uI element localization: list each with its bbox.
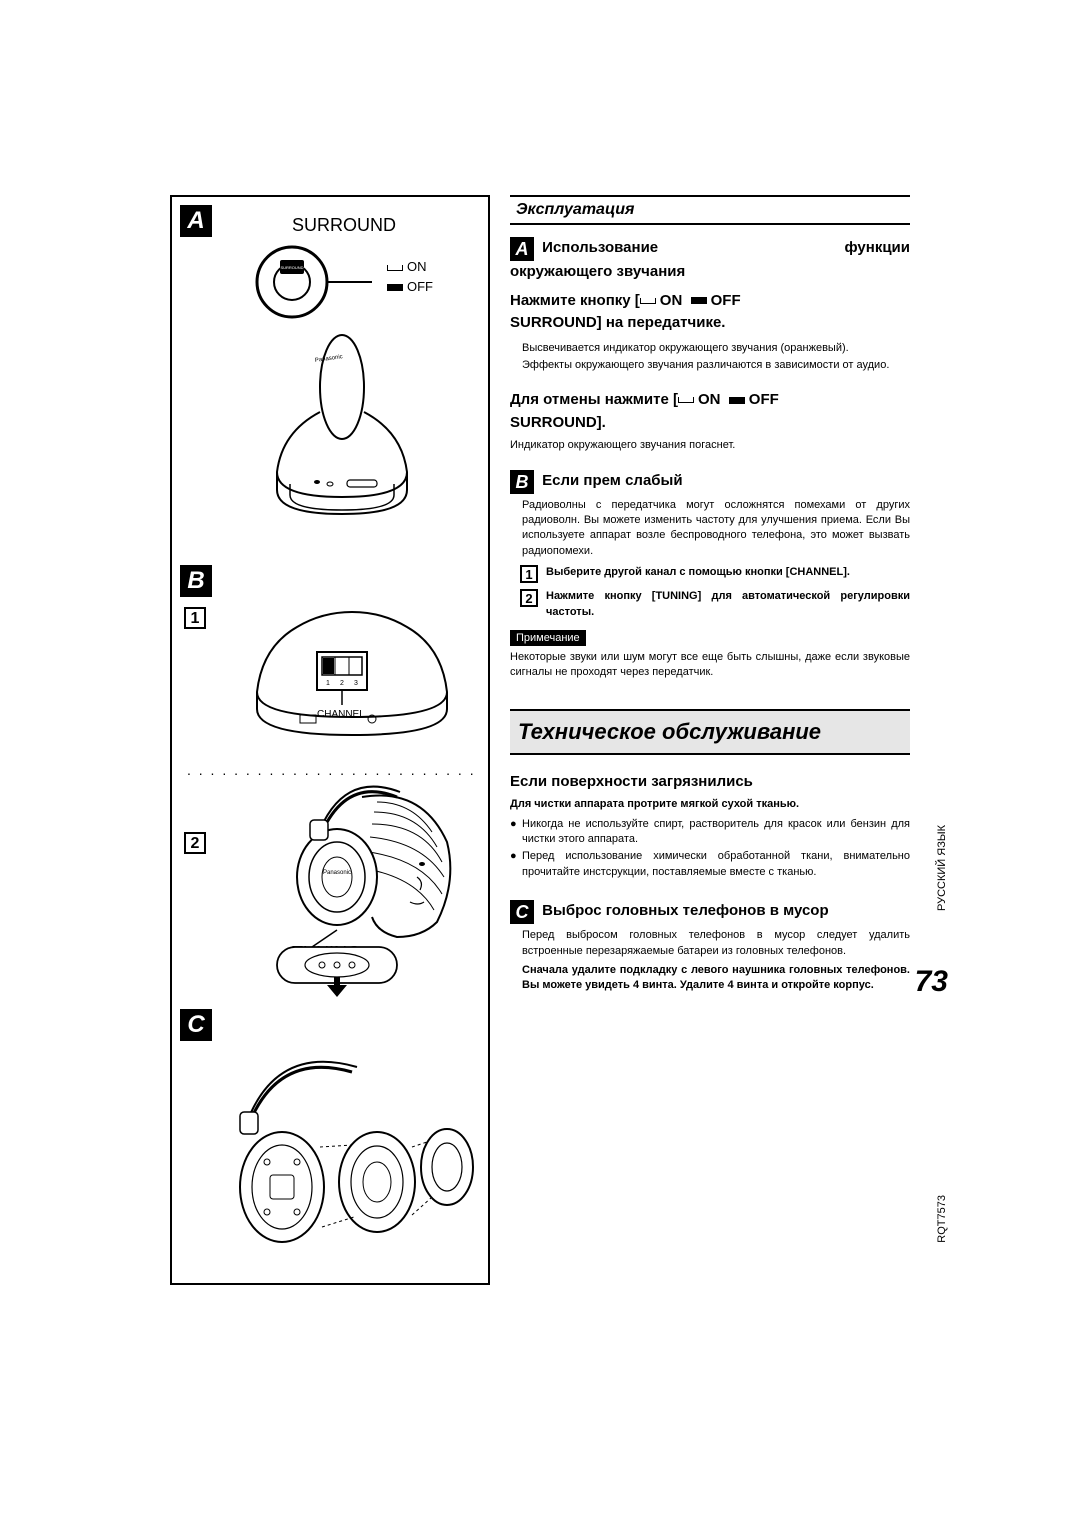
- label-b: B: [180, 565, 212, 597]
- svg-text:SURROUND: SURROUND: [280, 265, 303, 270]
- a-title-word2: функции: [844, 237, 910, 260]
- page-root: A B C 1 2 SURROUND ON OFF CHANNEL TUNING…: [170, 195, 910, 1315]
- a-title-line2: окружающего звучания: [510, 261, 910, 284]
- bullet-icon: ●: [510, 849, 522, 880]
- section-maintenance: Если поверхности загрязнились Для чистки…: [510, 771, 910, 880]
- a-cancel-line1: Для отмены нажмите [ON OFF: [510, 389, 910, 412]
- dirty-bold: Для чистки аппарата протрите мягкой сухо…: [510, 797, 910, 812]
- inline-label-b: B: [510, 470, 534, 494]
- c-bold: Сначала удалите подкладку с левого наушн…: [522, 963, 910, 994]
- divider-dots: . . . . . . . . . . . . . . . . . . . . …: [187, 762, 477, 778]
- a-small-2: Эффекты окружающего звучания различаются…: [522, 358, 910, 373]
- diagram-c-disposal: [222, 1047, 482, 1277]
- b-para: Радиоволны с передатчика могут осложнятс…: [522, 498, 910, 560]
- b-step2: Нажмите кнопку [TUNING] для автоматическ…: [546, 589, 910, 620]
- diagram-b1-channel: 1 2 3: [222, 597, 482, 757]
- b-note-text: Некоторые звуки или шум могут все еще бы…: [510, 650, 910, 681]
- svg-text:Panasonic: Panasonic: [323, 870, 351, 876]
- step-1-box: 1: [184, 607, 206, 629]
- a-press-line2: SURROUND] на передатчике.: [510, 312, 910, 335]
- bullet-icon: ●: [510, 817, 522, 848]
- diagram-a-transmitter: SURROUND Panasonic: [222, 212, 482, 562]
- inline-label-a: A: [510, 237, 534, 261]
- dirty-title: Если поверхности загрязнились: [510, 771, 910, 794]
- document-code: RQT7573: [936, 1195, 948, 1243]
- note-label: Примечание: [510, 630, 586, 646]
- inline-label-c: C: [510, 900, 534, 924]
- b-step2-num: 2: [520, 589, 538, 607]
- b-title: Если прем слабый: [542, 472, 682, 489]
- page-number: 73: [915, 965, 948, 999]
- section-b: B Если прем слабый Радиоволны с передатч…: [510, 470, 910, 681]
- language-label: РУССКИЙ ЯЗЫК: [936, 825, 948, 911]
- c-para: Перед выбросом головных телефонов в мусо…: [522, 928, 910, 959]
- label-a: A: [180, 205, 212, 237]
- c-title: Выброс головных телефонов в мусор: [542, 902, 828, 919]
- dirty-b1: Никогда не используйте спирт, растворите…: [522, 817, 910, 848]
- b-step1: Выберите другой канал с помощью кнопки […: [546, 565, 910, 583]
- diagram-panel: A B C 1 2 SURROUND ON OFF CHANNEL TUNING…: [170, 195, 490, 1285]
- section-c: C Выброс головных телефонов в мусор Пере…: [510, 900, 910, 994]
- step-2-box: 2: [184, 832, 206, 854]
- a-small-3: Индикатор окружающего звучания погаснет.: [510, 438, 910, 453]
- section-a: A Использование функции окружающего звуч…: [510, 237, 910, 454]
- label-c: C: [180, 1009, 212, 1041]
- text-column: Эксплуатация A Использование функции окр…: [510, 195, 910, 994]
- a-press-line1: Нажмите кнопку [ON OFF: [510, 290, 910, 313]
- a-cancel-line2: SURROUND].: [510, 412, 910, 435]
- a-small-1: Высвечивается индикатор окружающего звуч…: [522, 341, 910, 356]
- svg-text:3: 3: [354, 680, 358, 687]
- a-title-word1: Использование: [542, 239, 658, 256]
- diagram-b2-tuning: Panasonic: [222, 782, 482, 997]
- svg-text:2: 2: [340, 680, 344, 687]
- operation-header: Эксплуатация: [510, 195, 910, 225]
- svg-text:Panasonic: Panasonic: [315, 354, 344, 364]
- svg-text:1: 1: [326, 680, 330, 687]
- dirty-b2: Перед использование химически обработанн…: [522, 849, 910, 880]
- maintenance-header: Техническое обслуживание: [510, 709, 910, 755]
- b-step1-num: 1: [520, 565, 538, 583]
